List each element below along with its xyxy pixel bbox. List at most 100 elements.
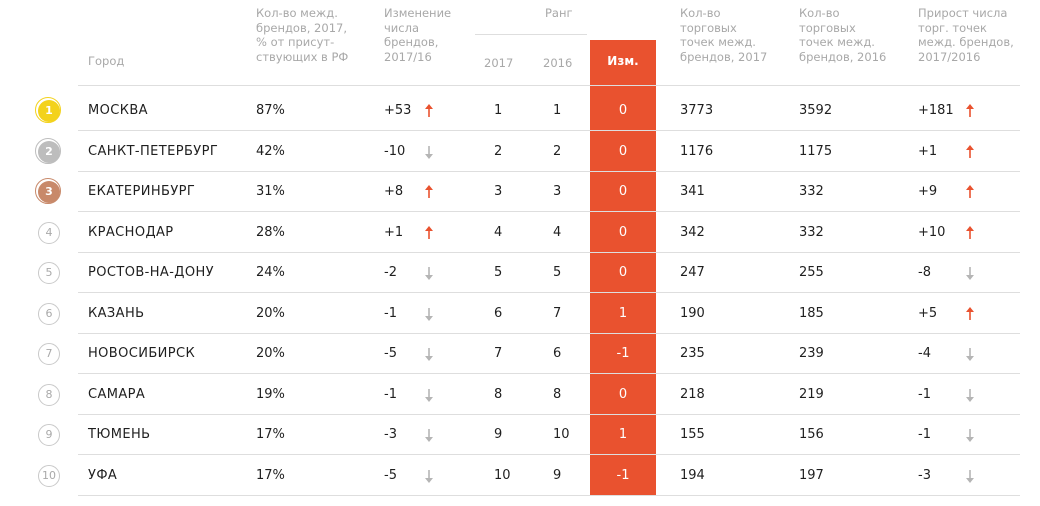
rank-2016: 7 <box>553 305 562 321</box>
points-growth: +9 <box>918 184 938 199</box>
points-growth-arrow-icon <box>966 144 974 158</box>
brand-change: -3 <box>384 427 397 442</box>
row-divider <box>78 292 1020 293</box>
rank-2017: 3 <box>494 184 503 199</box>
points-2016: 3592 <box>799 103 833 118</box>
header-city: Город <box>88 54 125 68</box>
points-2016: 239 <box>799 346 824 361</box>
rank-badge: 6 <box>38 302 60 325</box>
rank-2016: 5 <box>553 265 562 280</box>
rank-2017: 9 <box>494 427 503 442</box>
points-growth-arrow-icon <box>966 104 974 117</box>
rank-2016: 3 <box>553 184 562 199</box>
points-2017: 247 <box>680 265 705 280</box>
rank-change: 1 <box>618 305 628 321</box>
points-growth-arrow-icon <box>966 185 974 198</box>
header-points-2017: Кол-во торговых точек межд. брендов, 201… <box>680 6 768 64</box>
rank-2016: 6 <box>553 346 562 361</box>
table-row: 3 ЕКАТЕРИНБУРГ 31% +8 3 3 0 341 332 +9 <box>0 172 1040 212</box>
points-growth: +5 <box>918 305 938 321</box>
header-rank-2017: 2017 <box>484 56 514 70</box>
rank-change: 0 <box>618 143 628 159</box>
rank-badge-number: 6 <box>45 306 53 320</box>
rank-badge: 2 <box>35 137 61 164</box>
points-growth: -1 <box>918 386 931 402</box>
rank-badge-number: 5 <box>45 266 53 279</box>
brand-share: 20% <box>256 305 285 321</box>
city-name: ТЮМЕНЬ <box>88 427 151 442</box>
rank-badge-number: 7 <box>45 347 53 360</box>
brand-change: +8 <box>384 184 404 199</box>
table-row: 2 САНКТ-ПЕТЕРБУРГ 42% -10 2 2 0 1176 117… <box>0 132 1040 172</box>
points-2017: 1176 <box>680 143 714 159</box>
brand-change-arrow-icon <box>425 145 433 159</box>
points-2017: 342 <box>680 224 705 240</box>
points-growth-arrow-icon <box>966 306 974 320</box>
rank-2017: 6 <box>494 305 503 321</box>
city-name: УФА <box>88 467 118 483</box>
points-growth: +181 <box>918 103 954 118</box>
brand-share: 42% <box>256 143 285 159</box>
points-2016: 255 <box>799 265 824 280</box>
city-name: КАЗАНЬ <box>88 305 145 321</box>
rank-divider <box>475 34 587 35</box>
rank-2017: 5 <box>494 265 503 280</box>
rank-change: -1 <box>616 467 630 483</box>
row-divider <box>78 130 1020 131</box>
points-2017: 190 <box>680 305 705 321</box>
brand-share: 17% <box>256 467 285 483</box>
brand-change: -1 <box>384 305 397 321</box>
rank-2016: 2 <box>553 143 562 159</box>
header-points-growth: Прирост числа торг. точек межд. брендов,… <box>918 6 1014 64</box>
points-growth: -4 <box>918 346 931 361</box>
rank-2017: 4 <box>494 224 503 240</box>
brand-change: -2 <box>384 265 397 280</box>
brand-change-arrow-icon <box>425 185 433 198</box>
points-2016: 156 <box>799 427 824 442</box>
points-2016: 1175 <box>799 143 833 159</box>
rank-badge-number: 1 <box>45 104 53 117</box>
points-growth: +10 <box>918 224 946 240</box>
rank-badge: 8 <box>38 383 60 406</box>
rank-2016: 4 <box>553 224 562 240</box>
points-growth: -1 <box>918 427 931 442</box>
points-growth-arrow-icon <box>966 429 974 442</box>
header-brand-change: Изменение числа брендов, 2017/16 <box>384 6 452 64</box>
points-2016: 219 <box>799 386 824 402</box>
row-divider <box>78 454 1020 455</box>
rank-badge-number: 9 <box>45 428 53 441</box>
brand-change-arrow-icon <box>425 104 433 117</box>
points-growth: +1 <box>918 143 938 159</box>
rank-badge: 10 <box>38 464 60 487</box>
rank-2017: 2 <box>494 143 503 159</box>
rank-2017: 10 <box>494 467 511 483</box>
rank-badge: 5 <box>38 262 60 284</box>
row-divider <box>78 170 1020 172</box>
points-growth-arrow-icon <box>966 348 974 361</box>
points-2017: 3773 <box>680 103 714 118</box>
rank-badge-number: 3 <box>45 185 53 198</box>
header-divider <box>78 85 1020 86</box>
row-divider <box>78 211 1020 212</box>
city-name: РОСТОВ-НА-ДОНУ <box>88 265 214 280</box>
brand-change-arrow-icon <box>425 225 433 239</box>
rank-badge-number: 8 <box>45 387 53 401</box>
brand-change-arrow-icon <box>425 267 433 280</box>
brand-change-arrow-icon <box>425 429 433 442</box>
brand-change: -1 <box>384 386 397 402</box>
city-name: НОВОСИБИРСК <box>88 346 196 361</box>
points-growth-arrow-icon <box>966 388 974 402</box>
rank-2016: 1 <box>553 103 562 118</box>
table-row: 7 НОВОСИБИРСК 20% -5 7 6 -1 235 239 -4 <box>0 334 1040 374</box>
rank-change: 1 <box>618 427 628 442</box>
table-row: 10 УФА 17% -5 10 9 -1 194 197 -3 <box>0 456 1040 496</box>
header-rank: Ранг <box>545 6 573 20</box>
brand-change: -5 <box>384 346 397 361</box>
rank-badge-number: 4 <box>45 225 53 239</box>
brand-change: -5 <box>384 467 397 483</box>
rank-change: 0 <box>618 386 628 402</box>
points-2017: 194 <box>680 467 705 483</box>
row-divider <box>78 494 1020 496</box>
table-row: 8 САМАРА 19% -1 8 8 0 218 219 -1 <box>0 375 1040 415</box>
header-points-2016: Кол-во торговых точек межд. брендов, 201… <box>799 6 887 64</box>
